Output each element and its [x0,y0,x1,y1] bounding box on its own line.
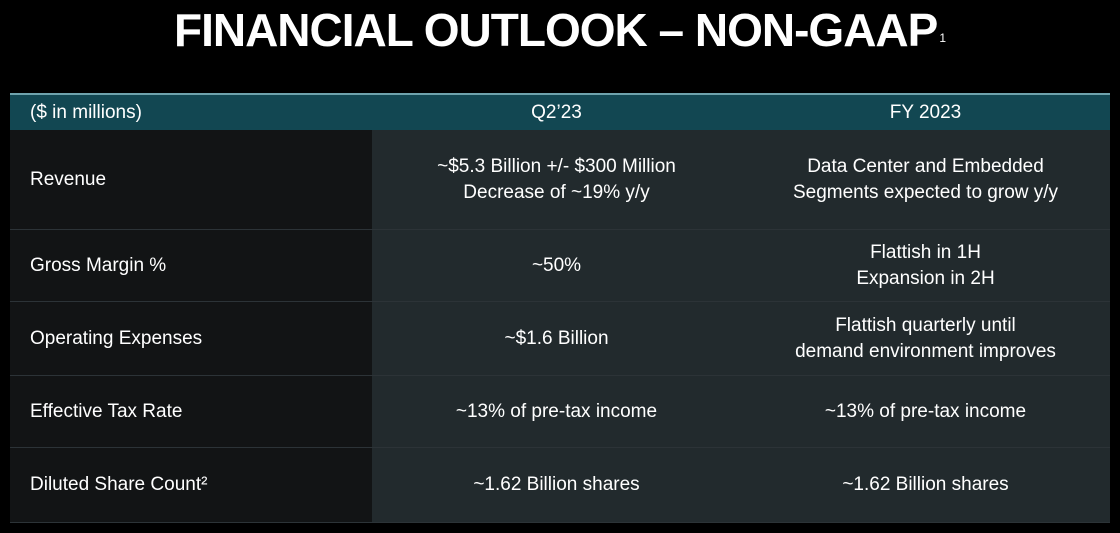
fy-value: ~1.62 Billion shares [741,448,1110,522]
row-label: Revenue [10,130,372,229]
row-label: Gross Margin % [10,230,372,301]
q2-value-line: ~50% [531,254,582,276]
title-footnote-marker: 1 [939,31,947,45]
table-row-operating-expenses: Operating Expenses ~$1.6 Billion Flattis… [10,302,1110,376]
q2-value: ~$1.6 Billion [372,302,741,375]
fy-value-line: Flattish in 1H [870,241,981,263]
q2-value: ~$5.3 Billion +/- $300 Million Decrease … [372,130,741,229]
outlook-table: ($ in millions) Q2’23 FY 2023 Revenue ~$… [10,93,1110,523]
header-q2-2023: Q2’23 [531,102,582,123]
row-label: Diluted Share Count² [10,448,372,522]
table-row-gross-margin: Gross Margin % ~50% Flattish in 1H Expan… [10,230,1110,302]
fy-value-line: Flattish quarterly until [835,314,1016,336]
q2-value-line: ~13% of pre-tax income [455,400,658,422]
fy-value: Data Center and Embedded Segments expect… [741,130,1110,229]
q2-value: ~13% of pre-tax income [372,376,741,447]
slide-title: FINANCIAL OUTLOOK – NON-GAAP 1 [0,4,1120,56]
row-label: Effective Tax Rate [10,376,372,447]
fy-value-line: ~1.62 Billion shares [842,474,1009,495]
q2-value: ~1.62 Billion shares [372,448,741,522]
q2-value-line: Decrease of ~19% y/y [463,181,650,203]
table-row-effective-tax-rate: Effective Tax Rate ~13% of pre-tax incom… [10,376,1110,448]
q2-value-line: ~$1.6 Billion [504,327,609,349]
header-units: ($ in millions) [30,102,142,123]
table-row-diluted-share-count: Diluted Share Count² ~1.62 Billion share… [10,448,1110,523]
fy-value-line: Data Center and Embedded [807,155,1044,177]
fy-value-line: Expansion in 2H [856,267,995,289]
fy-value-line: ~13% of pre-tax income [824,400,1027,422]
table-row-revenue: Revenue ~$5.3 Billion +/- $300 Million D… [10,130,1110,230]
header-fy-2023: FY 2023 [889,102,962,123]
q2-value-line: ~$5.3 Billion +/- $300 Million [437,155,676,177]
fy-value: Flattish in 1H Expansion in 2H [741,230,1110,301]
slide-title-text: FINANCIAL OUTLOOK – NON-GAAP [173,4,938,56]
q2-value-line: ~1.62 Billion shares [473,474,640,495]
fy-value-line: Segments expected to grow y/y [792,181,1059,203]
q2-value: ~50% [372,230,741,301]
fy-value-line: demand environment improves [795,340,1056,362]
table-header-row: ($ in millions) Q2’23 FY 2023 [10,93,1110,130]
row-label: Operating Expenses [10,302,372,375]
fy-value: Flattish quarterly until demand environm… [741,302,1110,375]
fy-value: ~13% of pre-tax income [741,376,1110,447]
